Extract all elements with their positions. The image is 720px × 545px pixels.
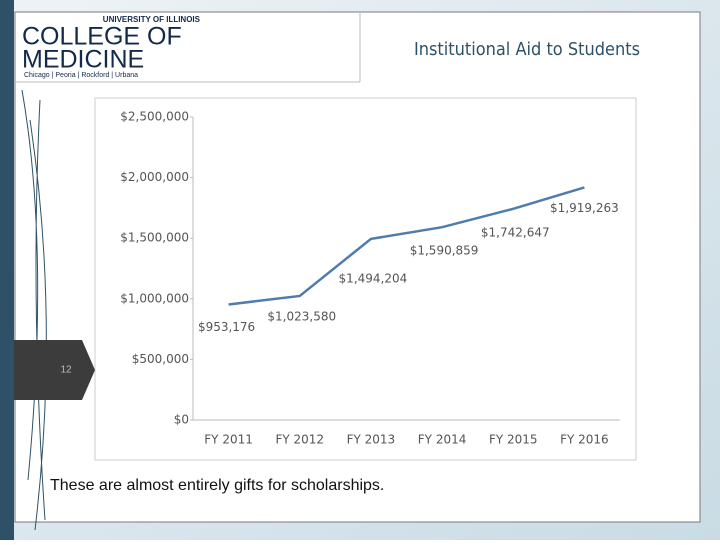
slide-number: 12: [60, 365, 72, 376]
chart-box: [94, 97, 637, 461]
data-label: $1,590,859: [410, 244, 479, 258]
y-tick-label: $1,500,000: [120, 231, 189, 245]
y-tick-label: $2,000,000: [120, 170, 189, 184]
slide-number-tab: [14, 340, 95, 400]
x-tick-label: FY 2011: [204, 433, 253, 447]
data-line: [228, 186, 585, 306]
data-label: $1,919,263: [550, 201, 619, 215]
decor-lines: [21, 89, 47, 531]
x-tick-label: FY 2015: [489, 433, 538, 447]
y-tick-label: $500,000: [132, 352, 189, 366]
x-tick-label: FY 2012: [275, 433, 324, 447]
logo-campuses: Chicago | Peoria | Rockford | Urbana: [24, 72, 138, 79]
data-label: $1,023,580: [267, 309, 336, 323]
data-label: $953,176: [198, 320, 255, 334]
plot: $0 $500,000 $1,000,000 $1,500,000 $2,000,000…: [120, 110, 620, 447]
slide-title: Institutional Aid to Students: [414, 39, 640, 60]
data-label: $1,494,204: [339, 271, 408, 285]
y-tick-label: $2,500,000: [120, 110, 189, 124]
y-tick-label: $1,000,000: [120, 291, 189, 305]
side-bar: [0, 0, 14, 540]
logo-medicine: MEDICINE: [22, 46, 144, 74]
x-tick-label: FY 2014: [418, 433, 467, 447]
logo-university: UNIVERSITY OF ILLINOIS: [103, 15, 201, 24]
caption: These are almost entirely gifts for scho…: [50, 477, 384, 494]
data-label: $1,742,647: [481, 225, 550, 239]
caption-marker: [44, 476, 54, 492]
logo-college: COLLEGE OF: [22, 23, 182, 51]
x-tick-label: FY 2016: [560, 433, 609, 447]
x-tick-label: FY 2013: [347, 433, 396, 447]
y-tick-label: $0: [174, 413, 189, 427]
